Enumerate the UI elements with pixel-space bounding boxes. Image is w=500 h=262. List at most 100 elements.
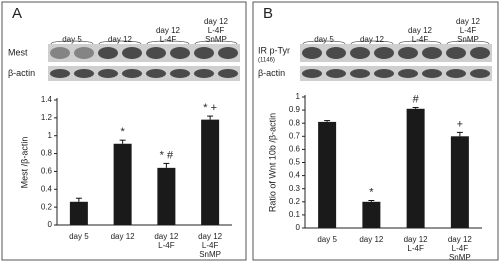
x-tick-label: L-4F <box>158 241 175 250</box>
x-tick-label: day 12 <box>198 232 223 241</box>
bar <box>157 167 176 225</box>
lane-brace <box>398 40 442 45</box>
y-tick-label: 0.8 <box>289 118 301 127</box>
blot-band <box>470 69 490 78</box>
bar <box>406 108 425 228</box>
annotation: * + <box>203 102 217 114</box>
blot-band <box>374 69 394 78</box>
bar <box>450 136 469 228</box>
lane-label: day 12 <box>156 26 181 35</box>
blot-strip <box>300 66 492 81</box>
blot-band <box>74 69 94 78</box>
x-tick-label: SnMP <box>449 253 471 262</box>
blot-band <box>50 47 70 59</box>
lane-label: day 12 <box>204 17 229 26</box>
blot-band <box>446 47 466 59</box>
blot-band <box>146 69 166 78</box>
bar <box>201 119 220 225</box>
annotation: # <box>413 93 420 105</box>
panel-letter: B <box>263 5 273 22</box>
y-tick-label: 1 <box>48 131 53 140</box>
y-tick-label: 0.4 <box>289 171 301 180</box>
x-tick-label: SnMP <box>199 250 221 259</box>
annotation: + <box>457 118 463 130</box>
lane-brace <box>350 40 394 45</box>
blot-band <box>170 47 190 59</box>
blot-band <box>122 47 142 59</box>
x-tick-label: day 5 <box>69 232 89 241</box>
lane-brace <box>98 40 142 45</box>
y-tick-label: 0.7 <box>289 131 301 140</box>
blot-band <box>350 47 370 59</box>
blot-band <box>98 69 118 78</box>
x-tick-label: day 12 <box>359 235 384 244</box>
lane-label: L-4F <box>412 35 429 44</box>
blot-band <box>146 47 166 59</box>
x-tick-label: day 5 <box>317 235 337 244</box>
y-axis-label: Ratio of Wnt 10b /β-actin <box>267 113 277 212</box>
blot-strip <box>300 44 492 62</box>
blot-row-label: IR p-Tyr <box>258 45 290 55</box>
y-axis-label: Mest /β-actin <box>19 137 29 189</box>
blot-band <box>302 69 322 78</box>
blot-row-label: β-actin <box>258 68 285 78</box>
blot-band <box>422 69 442 78</box>
blot-band <box>446 69 466 78</box>
y-tick-label: 0.8 <box>41 149 53 158</box>
blot-strip <box>48 44 240 62</box>
lane-label: L-4F <box>460 26 477 35</box>
blot-band <box>218 69 238 78</box>
blot-band <box>194 69 214 78</box>
lane-label: day 12 <box>408 26 433 35</box>
blot-band <box>122 69 142 78</box>
blot-band <box>398 47 418 59</box>
lane-brace <box>146 40 190 45</box>
y-tick-label: 0.2 <box>289 197 301 206</box>
y-tick-label: 1.4 <box>41 95 53 104</box>
bar <box>69 201 88 225</box>
annotation: * <box>120 126 125 138</box>
y-tick-label: 1 <box>296 92 301 101</box>
y-tick-label: 0 <box>48 220 53 229</box>
lane-label: day 5 <box>62 35 82 44</box>
y-tick-label: 0.3 <box>289 184 301 193</box>
lane-label: day 12 <box>360 35 385 44</box>
blot-band <box>170 69 190 78</box>
blot-band <box>326 47 346 59</box>
y-tick-label: 0.9 <box>289 105 301 114</box>
y-tick-label: 1.2 <box>41 113 53 122</box>
blot-strip <box>48 66 240 81</box>
bar <box>318 121 337 228</box>
y-tick-label: 0.5 <box>289 158 301 167</box>
bar <box>113 143 132 225</box>
lane-label: day 5 <box>314 35 334 44</box>
y-tick-label: 0.6 <box>41 167 53 176</box>
blot-band <box>374 47 394 59</box>
blot-band <box>50 69 70 78</box>
lane-brace <box>302 40 346 45</box>
y-tick-label: 0 <box>296 223 301 232</box>
blot-band <box>74 47 94 59</box>
blot-row-note: (1146) <box>258 58 275 64</box>
bar <box>362 201 381 228</box>
blot-band <box>218 47 238 59</box>
blot-band <box>470 47 490 59</box>
panel-frame <box>252 1 499 261</box>
panel-letter: A <box>12 5 22 22</box>
lane-label: day 12 <box>108 35 133 44</box>
x-tick-label: L-4F <box>407 244 424 253</box>
lane-label: SnMP <box>457 35 479 44</box>
lane-label: SnMP <box>205 35 227 44</box>
lane-label: L-4F <box>208 26 225 35</box>
lane-brace <box>446 40 490 45</box>
lane-brace <box>194 40 238 45</box>
x-tick-label: day 12 <box>448 235 473 244</box>
blot-band <box>422 47 442 59</box>
blot-row-label: Mest <box>8 47 28 57</box>
x-tick-label: L-4F <box>202 241 219 250</box>
x-tick-label: day 12 <box>404 235 429 244</box>
blot-band <box>98 47 118 59</box>
annotation: * <box>369 186 374 198</box>
blot-band <box>194 47 214 59</box>
